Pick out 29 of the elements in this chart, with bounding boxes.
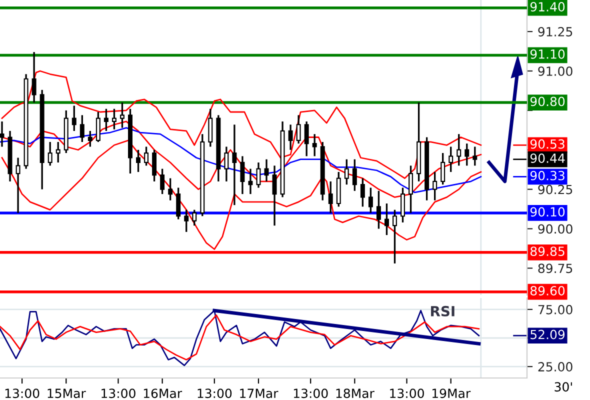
ref-line-label: 90.10 <box>530 207 565 217</box>
x-tick-label: 16Mar <box>144 388 182 398</box>
annotation: RSI <box>431 306 454 316</box>
x-tick-label: 17Mar <box>240 388 278 398</box>
y-tick-label: 90.00 <box>538 224 572 234</box>
x-tick-label: 19Mar <box>432 388 471 398</box>
text: 90.53 <box>530 139 564 149</box>
text: 90.44 <box>530 154 565 163</box>
y-tick-label: 25.00 <box>538 362 572 372</box>
y-tick-label: 90.25 <box>538 184 572 194</box>
x-tick-label: 13:00 <box>102 388 136 398</box>
ref-line-label: 91.10 <box>530 49 565 59</box>
ref-line-label: 89.60 <box>530 286 565 296</box>
x-tick-label: 13:00 <box>5 388 40 398</box>
y-tick-label: 91.25 <box>538 27 572 36</box>
x-tick-label: 13:00 <box>390 388 424 398</box>
y-tick-label: 89.75 <box>538 264 572 274</box>
ref-line-label: 91.40 <box>530 2 565 12</box>
text: 30' <box>554 382 572 392</box>
text: 90.33 <box>530 170 564 180</box>
x-tick-label: 18Mar <box>336 388 374 398</box>
x-tick-label: 13:00 <box>198 388 232 398</box>
x-tick-label: 13:00 <box>294 388 328 398</box>
ref-line-label: 90.80 <box>530 96 565 106</box>
text: 52.09 <box>530 330 565 340</box>
ref-line-label: 89.85 <box>530 246 564 256</box>
y-tick-label: 75.00 <box>538 304 572 314</box>
y-tick-label: 91.00 <box>538 66 572 76</box>
x-tick-label: 15Mar <box>48 388 86 398</box>
